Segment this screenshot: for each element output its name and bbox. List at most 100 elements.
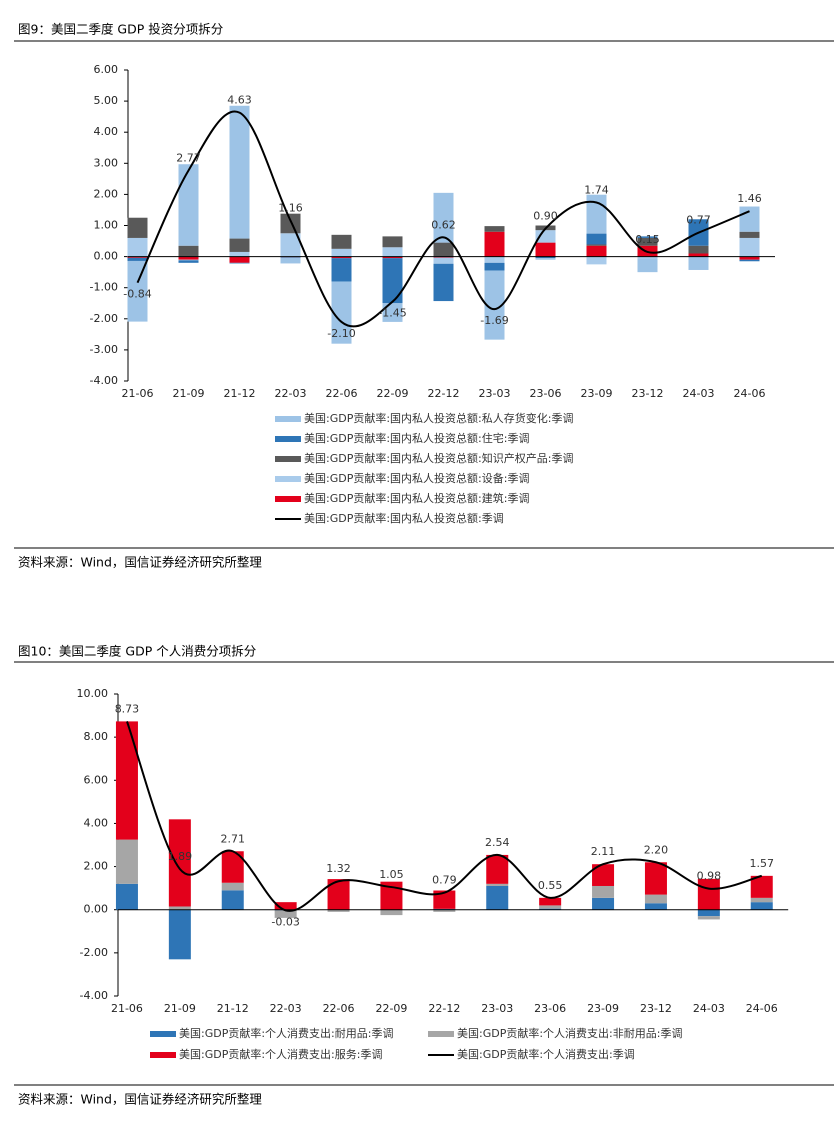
x-tick-label: 21-09	[173, 387, 205, 400]
bar-segment	[433, 909, 456, 912]
x-tick-label: 22-09	[377, 387, 409, 400]
bar-segment	[644, 903, 667, 910]
x-tick-label: 23-12	[632, 387, 664, 400]
data-label: 1.05	[379, 868, 404, 881]
legend-label: 美国:GDP贡献率:国内私人投资总额:知识产权产品:季调	[304, 451, 573, 465]
legend-swatch	[275, 456, 301, 462]
legend-label: 美国:GDP贡献率:国内私人投资总额:设备:季调	[304, 471, 529, 485]
x-tick-label: 22-09	[375, 1002, 407, 1015]
bar-segment	[178, 256, 199, 260]
y-tick-label: 2.00	[84, 860, 109, 873]
bar-segment	[382, 247, 403, 257]
bar-segment	[539, 908, 562, 910]
series-line	[126, 721, 763, 912]
x-tick-label: 23-09	[581, 387, 613, 400]
bar-segment	[535, 258, 556, 260]
x-tick-label: 22-03	[270, 1002, 302, 1015]
bar-segment	[178, 259, 199, 261]
bar-segment	[484, 270, 505, 340]
bar-segment	[382, 236, 403, 248]
bar-segment	[229, 251, 250, 257]
bar-segment	[644, 894, 667, 904]
y-tick-label: -2.00	[80, 946, 108, 959]
bar-segment	[637, 237, 658, 246]
x-tick-label: 24-03	[683, 387, 715, 400]
x-tick-label: 24-06	[746, 1002, 778, 1015]
y-tick-label: 8.00	[84, 730, 109, 743]
data-label: 1.46	[737, 192, 762, 205]
x-tick-label: 21-12	[224, 387, 256, 400]
x-tick-label: 21-06	[111, 1002, 143, 1015]
y-tick-label: -3.00	[90, 343, 118, 356]
y-tick-label: -1.00	[90, 281, 118, 294]
bar-segment	[178, 245, 199, 257]
x-tick-label: 21-12	[217, 1002, 249, 1015]
data-label: 0.79	[432, 874, 457, 887]
x-tick-label: 23-09	[587, 1002, 619, 1015]
bar-segment	[327, 879, 350, 910]
legend-label: 美国:GDP贡献率:个人消费支出:非耐用品:季调	[457, 1026, 682, 1040]
bar-segment	[739, 206, 760, 232]
bar-segment	[586, 244, 607, 246]
legend-label: 美国:GDP贡献率:国内私人投资总额:建筑:季调	[304, 491, 529, 505]
data-label: 0.98	[697, 870, 722, 883]
bar-segment	[637, 236, 658, 238]
data-label: -0.03	[271, 915, 299, 928]
bar-segment	[382, 258, 403, 304]
legend-swatch	[275, 476, 301, 482]
data-label: -2.10	[327, 327, 355, 340]
bar-segment	[592, 897, 615, 910]
bar-segment	[331, 258, 352, 282]
bar-segment	[535, 230, 556, 243]
x-tick-label: 23-03	[479, 387, 511, 400]
x-tick-label: 22-03	[275, 387, 307, 400]
data-label: -1.45	[378, 307, 406, 320]
bar-segment	[280, 213, 301, 234]
bar-segment	[229, 262, 250, 264]
bar-segment	[382, 303, 403, 322]
x-tick-label: 23-03	[481, 1002, 513, 1015]
bar-segment	[331, 281, 352, 344]
x-tick-label: 23-12	[640, 1002, 672, 1015]
y-tick-label: 0.00	[94, 250, 119, 263]
x-tick-label: 22-12	[428, 1002, 460, 1015]
bar-segment	[168, 819, 191, 907]
bar-segment	[115, 721, 138, 840]
x-tick-label: 23-06	[530, 387, 562, 400]
bar-segment	[592, 864, 615, 886]
bar-segment	[739, 237, 760, 257]
data-label: 4.63	[227, 94, 252, 107]
bar-segment	[168, 909, 191, 960]
legend-swatch	[150, 1031, 176, 1037]
bar-segment	[433, 242, 454, 257]
x-tick-label: 22-06	[326, 387, 358, 400]
bar-segment	[486, 854, 509, 884]
bar-segment	[229, 238, 250, 252]
bar-segment	[127, 257, 148, 261]
legend-swatch	[428, 1031, 454, 1037]
data-label: 2.54	[485, 836, 510, 849]
bar-segment	[327, 909, 350, 912]
bar-segment	[739, 231, 760, 238]
bar-segment	[280, 257, 301, 264]
data-label: -1.69	[480, 314, 508, 327]
bar-segment	[331, 248, 352, 257]
bar-segment	[433, 890, 456, 909]
y-tick-label: 6.00	[94, 63, 119, 76]
figure-caption: 图10：美国二季度 GDP 个人消费分项拆分	[18, 644, 256, 659]
series-line	[136, 110, 750, 328]
bar-segment	[127, 237, 148, 257]
legend-label: 美国:GDP贡献率:国内私人投资总额:季调	[304, 511, 504, 525]
data-label: 1.89	[168, 850, 193, 863]
bar-segment	[274, 910, 297, 918]
x-tick-label: 21-09	[164, 1002, 196, 1015]
bar-segment	[221, 851, 244, 883]
legend-swatch	[150, 1052, 176, 1058]
bar-segment	[637, 258, 658, 273]
bar-segment	[750, 902, 773, 910]
bar-segment	[592, 885, 615, 898]
legend-swatch	[275, 416, 301, 422]
bar-segment	[168, 906, 191, 910]
x-tick-label: 22-06	[323, 1002, 355, 1015]
y-tick-label: 4.00	[94, 125, 119, 138]
